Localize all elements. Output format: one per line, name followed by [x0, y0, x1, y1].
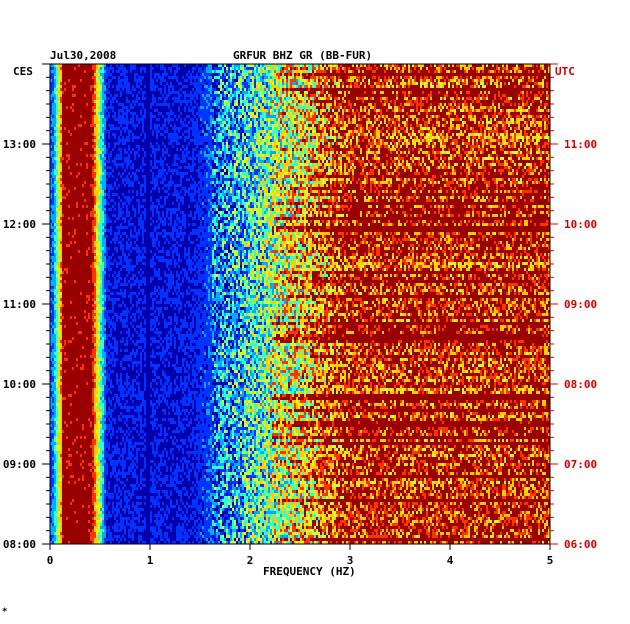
y-right-tick-label: 08:00 — [564, 378, 597, 391]
right-timezone-label: UTC — [555, 65, 575, 78]
x-tick-label: 5 — [547, 554, 554, 567]
y-right-tick-label: 10:00 — [564, 218, 597, 231]
plot-frame — [49, 63, 551, 545]
y-right-tick-label: 07:00 — [564, 458, 597, 471]
date-label: Jul30,2008 — [50, 49, 117, 62]
y-left-tick-label: 13:00 — [3, 138, 36, 151]
x-tick-label: 0 — [47, 554, 54, 567]
x-tick-label: 3 — [347, 554, 354, 567]
station-title: GRFUR BHZ GR (BB-FUR) — [233, 49, 373, 62]
y-right-tick-label: 11:00 — [564, 138, 597, 151]
y-left-tick-label: 11:00 — [3, 298, 36, 311]
x-tick-label: 4 — [447, 554, 454, 567]
y-left-tick-label: 09:00 — [3, 458, 36, 471]
y-left-tick-label: 08:00 — [3, 538, 36, 551]
y-right-tick-label: 06:00 — [564, 538, 597, 551]
y-right-tick-label: 09:00 — [564, 298, 597, 311]
x-tick-label: 1 — [147, 554, 154, 567]
x-tick-label: 2 — [247, 554, 254, 567]
spectrogram-heatmap — [50, 64, 550, 544]
footer-mark: * — [2, 607, 8, 617]
y-left-tick-label: 10:00 — [3, 378, 36, 391]
left-timezone-label: CES — [13, 65, 33, 78]
y-left-tick-label: 12:00 — [3, 218, 36, 231]
x-axis-label: FREQUENCY (HZ) — [263, 565, 356, 578]
